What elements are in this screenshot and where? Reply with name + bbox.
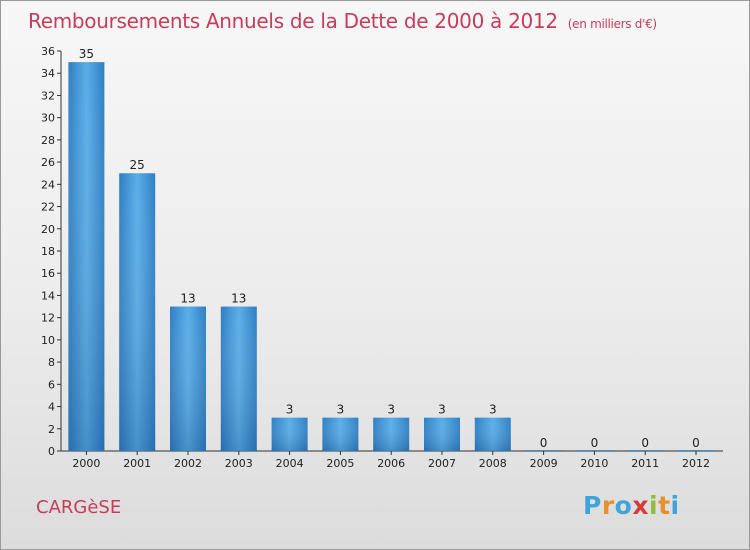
data-label-2002: 13 (180, 292, 195, 306)
y-tick-label: 6 (48, 378, 55, 391)
chart-unit: (en milliers d'€) (567, 17, 657, 31)
y-tick-label: 8 (48, 356, 55, 369)
bar-2011 (627, 450, 664, 451)
data-label-2004: 3 (286, 403, 294, 417)
bar-shade-2000 (68, 62, 105, 451)
data-label-2001: 25 (130, 158, 145, 172)
x-tick-label: 2004 (276, 457, 304, 470)
bar-shade-2002 (170, 306, 206, 451)
logo-letter: r (601, 491, 615, 520)
bar-shade-2001 (119, 173, 156, 451)
y-tick-label: 0 (48, 445, 55, 458)
x-tick-label: 2008 (479, 457, 507, 470)
bar-layer (68, 62, 714, 451)
data-label-2008: 3 (489, 403, 497, 417)
y-tick-label: 16 (41, 267, 55, 280)
x-tick-label: 2003 (225, 457, 253, 470)
data-label-2000: 35 (79, 47, 94, 61)
logo-letter: i (670, 491, 680, 520)
x-tick-label: 2011 (631, 457, 659, 470)
bar-shade-2007 (424, 417, 460, 451)
y-tick-label: 14 (41, 289, 55, 302)
y-tick-label: 24 (41, 178, 55, 191)
x-tick-label: 2005 (326, 457, 354, 470)
x-tick-label: 2007 (428, 457, 456, 470)
bar-shade-2006 (373, 417, 410, 451)
y-tick-label: 30 (41, 112, 55, 125)
logo-letter: P (583, 491, 602, 520)
x-tick-label: 2001 (123, 457, 151, 470)
y-tick-label: 32 (41, 89, 55, 102)
y-tick-label: 20 (41, 223, 55, 236)
bar-shade-2008 (474, 417, 511, 451)
y-tick-label: 36 (41, 45, 55, 58)
x-tick-label: 2000 (72, 457, 100, 470)
data-label-2005: 3 (337, 403, 345, 417)
data-label-2012: 0 (692, 436, 700, 450)
logo-letter: i (649, 491, 659, 520)
y-tick-label: 28 (41, 134, 55, 147)
data-label-2009: 0 (540, 436, 548, 450)
proxiti-logo: Proxiti (583, 491, 680, 520)
x-tick-label: 2002 (174, 457, 202, 470)
data-label-2007: 3 (438, 403, 446, 417)
data-label-2011: 0 (641, 436, 649, 450)
y-tick-label: 10 (41, 334, 55, 347)
chart-title-text: Remboursements Annuels de la Dette de 20… (28, 9, 558, 33)
commune-name: CARGèSE (36, 497, 122, 518)
logo-letter: o (614, 491, 633, 520)
bar-2009 (525, 450, 562, 451)
data-label-2003: 13 (231, 292, 246, 306)
x-tick-label: 2010 (580, 457, 608, 470)
bar-2012 (678, 450, 714, 451)
bar-2010 (576, 450, 613, 451)
y-tick-label: 4 (48, 401, 55, 414)
logo-letter: x (632, 491, 649, 520)
data-label-2010: 0 (591, 436, 599, 450)
y-tick-label: 2 (48, 423, 55, 436)
label-layer: 35 25 13 13 3 3 3 3 3 0 0 0 0 (79, 47, 700, 450)
y-tick-label: 12 (41, 312, 55, 325)
x-tick-label: 2006 (377, 457, 405, 470)
data-label-2006: 3 (387, 403, 395, 417)
x-tick-label: 2009 (530, 457, 558, 470)
y-tick-label: 34 (41, 67, 55, 80)
y-tick-label: 26 (41, 156, 55, 169)
y-tick-label: 18 (41, 245, 55, 258)
bar-shade-2004 (271, 417, 308, 451)
bar-shade-2005 (322, 417, 359, 451)
chart-title: Remboursements Annuels de la Dette de 20… (28, 9, 657, 33)
x-tick-label: 2012 (682, 457, 710, 470)
logo-letter: t (658, 491, 671, 520)
y-tick-label: 22 (41, 201, 55, 214)
bar-shade-2003 (220, 306, 257, 451)
